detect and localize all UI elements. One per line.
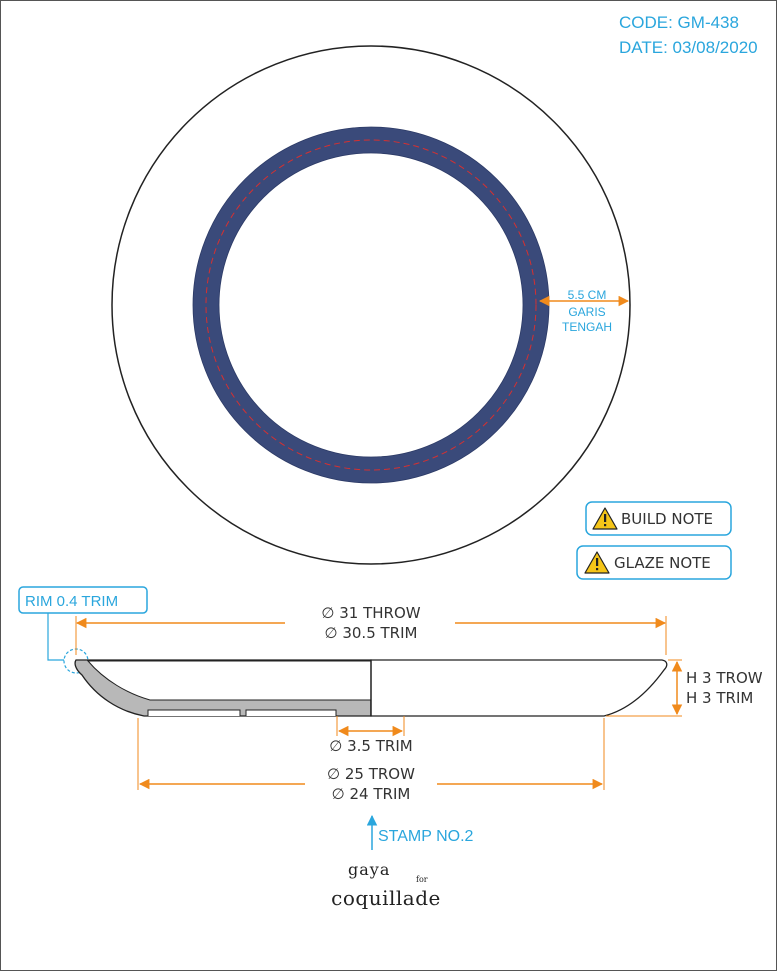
build-note-label: BUILD NOTE bbox=[621, 510, 713, 528]
base-trim-label: ∅ 24 TRIM bbox=[332, 785, 411, 803]
plate-section-top bbox=[86, 660, 372, 701]
side-view: RIM 0.4 TRIM ∅ 31 THROW ∅ 30.5 TRIM H 3 … bbox=[18, 586, 763, 850]
rim-leader-line bbox=[47, 613, 64, 661]
warning-triangle-icon bbox=[584, 551, 610, 574]
brand-logo: gaya for coquillade bbox=[331, 860, 441, 910]
rim-callout-label: RIM 0.4 TRIM bbox=[25, 593, 118, 610]
centerline-label-2: TENGAH bbox=[562, 320, 612, 334]
height-throw-label: H 3 TROW bbox=[686, 669, 763, 687]
brand-line-1: gaya bbox=[348, 860, 390, 879]
band-width-label: 5.5 CM bbox=[568, 288, 607, 302]
warning-triangle-icon bbox=[592, 507, 618, 530]
top-view: 5.5 CM GARIS TENGAH bbox=[111, 45, 631, 565]
outer-trim-label: ∅ 30.5 TRIM bbox=[325, 624, 418, 642]
brand-line-2: coquillade bbox=[331, 886, 441, 910]
height-trim-label: H 3 TRIM bbox=[686, 689, 753, 707]
outer-throw-label: ∅ 31 THROW bbox=[321, 604, 420, 622]
brand-for: for bbox=[416, 875, 428, 884]
plate-outer-edge bbox=[111, 45, 631, 565]
plate-outer-profile bbox=[370, 659, 668, 717]
stamp-label: STAMP NO.2 bbox=[378, 828, 474, 845]
band-centerline bbox=[205, 139, 537, 471]
glaze-note-button[interactable]: GLAZE NOTE bbox=[576, 545, 732, 580]
foot-recess-2 bbox=[245, 709, 337, 716]
band-inner-edge bbox=[218, 152, 524, 458]
foot-inner-label: ∅ 3.5 TRIM bbox=[329, 737, 412, 755]
base-throw-label: ∅ 25 TROW bbox=[327, 765, 415, 783]
centerline-label-1: GARIS bbox=[568, 305, 605, 319]
foot-recess-1 bbox=[147, 709, 241, 716]
build-note-button[interactable]: BUILD NOTE bbox=[585, 501, 732, 536]
date-label: DATE: 03/08/2020 bbox=[619, 38, 758, 57]
rim-callout-box bbox=[18, 586, 148, 614]
glaze-note-label: GLAZE NOTE bbox=[614, 554, 711, 572]
code-label: CODE: GM-438 bbox=[619, 13, 739, 32]
